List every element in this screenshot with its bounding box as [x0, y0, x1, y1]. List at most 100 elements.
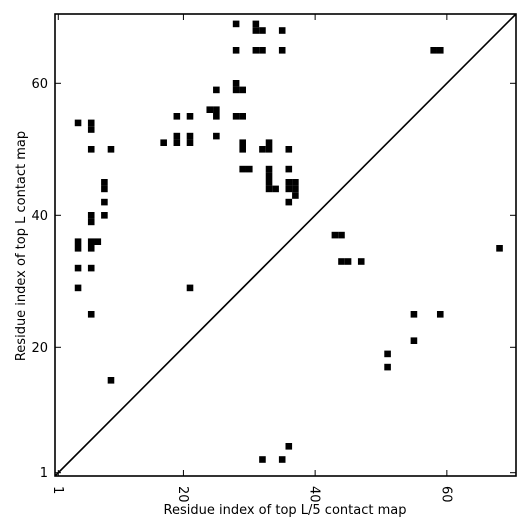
contact-point [430, 47, 437, 54]
contact-point [232, 80, 240, 87]
contact-point [213, 86, 220, 94]
contact-point [265, 179, 273, 186]
contact-point [265, 172, 273, 179]
contact-point [252, 27, 260, 34]
contact-point [278, 27, 286, 34]
contact-point [232, 47, 240, 54]
contact-point [74, 119, 82, 127]
contact-point [232, 113, 240, 120]
contact-point [87, 264, 95, 272]
contact-point [436, 311, 444, 318]
contact-point [252, 47, 260, 54]
contact-point [186, 113, 194, 120]
x-tick-label: 60 [438, 486, 453, 503]
contact-point [186, 284, 194, 292]
contact-point [278, 47, 286, 54]
contact-point [384, 350, 391, 358]
contact-point [259, 27, 266, 34]
x-tick-label: 1 [50, 486, 65, 494]
contact-point [87, 245, 95, 252]
contact-point [338, 231, 345, 239]
contact-point [272, 185, 279, 193]
contact-point [74, 238, 82, 245]
contact-point [173, 132, 181, 140]
contact-point [87, 212, 95, 219]
y-axis-ticks: 1 20 40 60 [31, 77, 516, 481]
contact-point [160, 139, 167, 146]
contact-point [87, 311, 95, 318]
contact-point [107, 377, 115, 384]
contact-point [101, 198, 108, 206]
contact-point [259, 146, 266, 153]
contact-point [186, 139, 194, 146]
x-axis-ticks: 1 20 40 60 [50, 14, 453, 503]
contact-point [285, 198, 293, 206]
contact-point [173, 139, 181, 146]
contact-point [239, 165, 246, 173]
diagonal-line [54, 13, 517, 477]
contact-point [101, 185, 108, 193]
y-tick-label: 40 [31, 209, 48, 224]
contact-point [265, 139, 273, 146]
contact-point [74, 245, 82, 252]
contact-point [239, 146, 246, 153]
contact-point [265, 185, 273, 193]
x-tick-label: 20 [175, 486, 190, 503]
contact-point [213, 106, 220, 113]
contact-point [213, 113, 220, 120]
contact-point [278, 456, 286, 463]
contact-point [87, 238, 95, 245]
y-axis-label: Residue index of top L contact map [14, 131, 29, 361]
contact-point [173, 113, 181, 120]
contact-point [285, 179, 293, 186]
contact-point [239, 139, 246, 146]
contact-point [331, 231, 339, 239]
contact-point [87, 218, 95, 226]
contact-point [285, 185, 293, 193]
contact-point [101, 179, 108, 186]
contact-point [292, 192, 299, 199]
contact-point [87, 119, 95, 127]
y-tick-label: 1 [40, 466, 48, 481]
y-tick-label: 60 [31, 77, 48, 92]
x-axis-label: Residue index of top L/5 contact map [164, 503, 407, 518]
contact-point [239, 113, 246, 120]
contact-point [259, 47, 266, 54]
contact-point [206, 106, 214, 113]
contact-point [107, 146, 115, 153]
contact-point [245, 165, 253, 173]
contact-point [338, 258, 345, 265]
contact-point [101, 212, 108, 219]
contact-point [213, 132, 220, 140]
contact-point [285, 165, 293, 173]
contact-point [252, 20, 260, 28]
contact-point [87, 146, 95, 153]
contact-points [74, 20, 503, 463]
contact-point [87, 126, 95, 133]
contact-point [496, 245, 503, 252]
contact-point [410, 311, 418, 318]
y-tick-label: 20 [31, 341, 48, 356]
contact-point [239, 86, 246, 94]
contact-point [285, 146, 293, 153]
contact-point [232, 20, 240, 28]
contact-point [74, 264, 82, 272]
plot-frame [54, 13, 517, 477]
contact-point [259, 456, 266, 463]
contact-point [186, 132, 194, 140]
contact-point [265, 165, 273, 173]
contact-point [344, 258, 352, 265]
contact-point [357, 258, 365, 265]
contact-point [232, 86, 240, 94]
contact-point [384, 363, 391, 371]
contact-point [410, 337, 418, 344]
contact-point [436, 47, 444, 54]
x-tick-label: 40 [307, 486, 322, 503]
contact-point [292, 185, 299, 193]
contact-point [292, 179, 299, 186]
contact-point [94, 238, 102, 245]
contact-point [285, 443, 293, 450]
contact-point [74, 284, 82, 292]
contact-point [265, 146, 273, 153]
